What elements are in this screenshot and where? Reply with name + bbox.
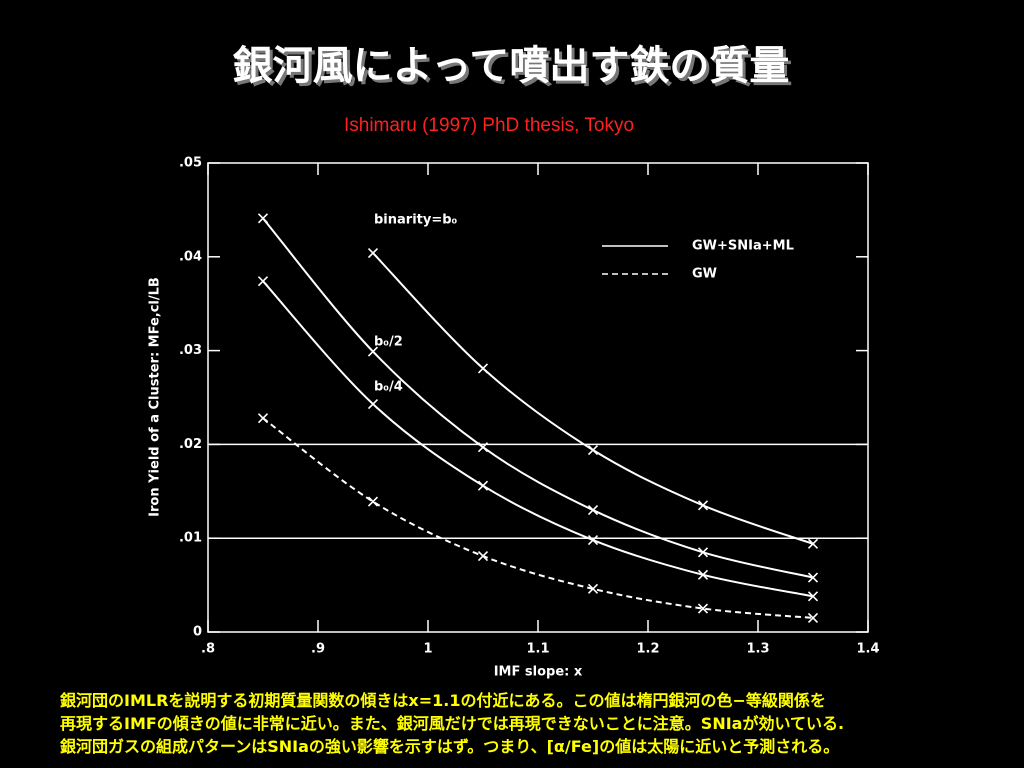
data-point: [587, 444, 599, 456]
data-point: [807, 591, 819, 602]
x-tick-label: 1: [423, 642, 432, 657]
x-tick-label: 1.3: [746, 642, 769, 657]
data-point: [697, 569, 709, 580]
x-tick-label: .9: [311, 642, 325, 657]
data-point: [477, 363, 489, 374]
caption-line: 銀河団のIMLRを説明する初期質量関数の傾きはx=1.1の付近にある。この値は楕…: [60, 691, 826, 710]
y-tick-label: .02: [179, 437, 202, 452]
data-point: [257, 413, 269, 424]
data-point: [697, 500, 709, 511]
y-tick-label: 0: [193, 625, 202, 640]
curve-label: b₀/2: [374, 335, 403, 350]
series-line: [262, 217, 814, 579]
data-point: [587, 504, 599, 516]
y-tick-label: .01: [179, 531, 202, 546]
series-line: [262, 280, 814, 598]
y-axis-label: Iron Yield of a Cluster: MFe,cl/LB: [148, 277, 163, 517]
data-point: [697, 547, 709, 558]
y-tick-label: .05: [179, 156, 202, 171]
data-point: [697, 603, 709, 614]
x-tick-label: 1.4: [856, 642, 879, 657]
data-point: [477, 480, 489, 491]
data-point: [807, 538, 819, 549]
data-point: [477, 550, 489, 562]
slide-title: 銀河風によって噴出す鉄の質量: [233, 43, 790, 89]
data-point: [367, 496, 379, 507]
data-point: [807, 612, 819, 623]
data-point: [257, 276, 269, 287]
data-point: [587, 583, 599, 594]
curve-label: b₀/4: [374, 380, 403, 395]
legend-label: GW: [692, 267, 717, 282]
x-tick-label: 1.2: [636, 642, 659, 657]
data-point: [367, 247, 379, 259]
data-point: [367, 399, 379, 410]
legend-label: GW+SNIa+ML: [692, 239, 794, 254]
y-tick-label: .03: [179, 343, 202, 358]
subtitle: Ishimaru (1997) PhD thesis, Tokyo: [344, 115, 634, 136]
title-shadow: 銀河風によって噴出す鉄の質量: [236, 46, 793, 92]
x-tick-label: 1.1: [526, 642, 549, 657]
x-axis-label: IMF slope: x: [494, 665, 583, 680]
data-point: [587, 535, 599, 546]
caption-line: 再現するIMFの傾きの値に非常に近い。また、銀河風だけでは再現できないことに注意…: [60, 714, 844, 733]
curve-label: binarity=b₀: [374, 213, 458, 228]
caption-line: 銀河団ガスの組成パターンはSNIaの強い影響を示すはず。つまり、[α/Fe]の値…: [60, 737, 839, 756]
data-point: [257, 213, 269, 224]
y-tick-label: .04: [179, 249, 202, 264]
data-point: [367, 346, 379, 357]
data-point: [477, 442, 489, 453]
x-tick-label: .8: [201, 642, 215, 657]
data-point: [807, 572, 819, 583]
